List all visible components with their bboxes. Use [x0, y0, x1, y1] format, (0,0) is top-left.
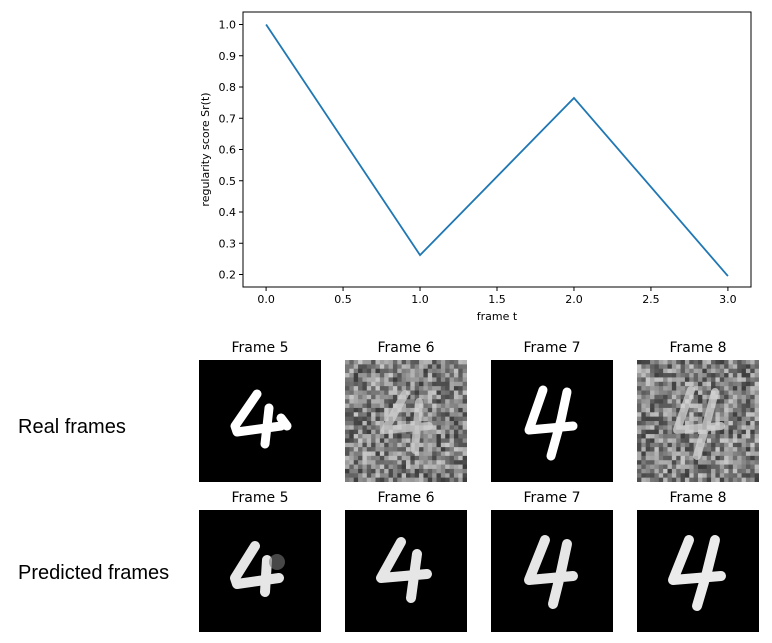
real-frame-image-noisy [637, 360, 759, 482]
real-frame-title: Frame 7 [523, 340, 581, 356]
y-tick-label: 0.8 [219, 81, 237, 94]
series-line [265, 24, 729, 277]
predicted-frame-image [199, 510, 321, 632]
predicted-frames-label: Predicted frames [18, 562, 170, 584]
y-tick-label: 0.6 [219, 144, 237, 157]
x-tick-label: 0.0 [257, 293, 275, 306]
predicted-frame-title: Frame 7 [523, 490, 581, 506]
regularity-chart: 0.0 0.5 1.0 1.5 2.0 2.5 3.0 0.2 0.3 0.4 0.5 0.6 0.7 0… [199, 11, 752, 323]
real-frame-image-noisy [345, 360, 467, 482]
y-axis-label: regularity score Sr(t) [199, 92, 212, 206]
y-tick-label: 0.3 [219, 237, 237, 250]
x-tick-label: 1.0 [411, 293, 429, 306]
x-tick-label: 1.5 [488, 293, 506, 306]
y-tick-label: 0.7 [219, 112, 237, 125]
x-tick-label: 3.0 [719, 293, 737, 306]
real-frame-title: Frame 8 [669, 340, 727, 356]
real-frame-image [491, 360, 613, 482]
y-tick-label: 0.5 [219, 175, 237, 188]
x-tick-label: 0.5 [334, 293, 352, 306]
plot-frame [242, 11, 752, 288]
predicted-frame-image [345, 510, 467, 632]
real-frame-title: Frame 5 [231, 340, 289, 356]
y-tick-label: 0.2 [219, 269, 237, 282]
x-tick-label: 2.5 [642, 293, 660, 306]
real-frame-title: Frame 6 [377, 340, 435, 356]
predicted-frame-title: Frame 6 [377, 490, 435, 506]
predicted-frame-title: Frame 8 [669, 490, 727, 506]
predicted-frame-title: Frame 5 [231, 490, 289, 506]
predicted-frame-image [491, 510, 613, 632]
y-tick-label: 1.0 [219, 19, 237, 32]
predicted-frame-image [637, 510, 759, 632]
y-tick-label: 0.9 [219, 50, 237, 63]
real-frame-image [199, 360, 321, 482]
x-tick-label: 2.0 [565, 293, 583, 306]
real-frames-label: Real frames [18, 416, 126, 438]
y-tick-label: 0.4 [219, 206, 237, 219]
x-axis-label: frame t [477, 310, 518, 323]
